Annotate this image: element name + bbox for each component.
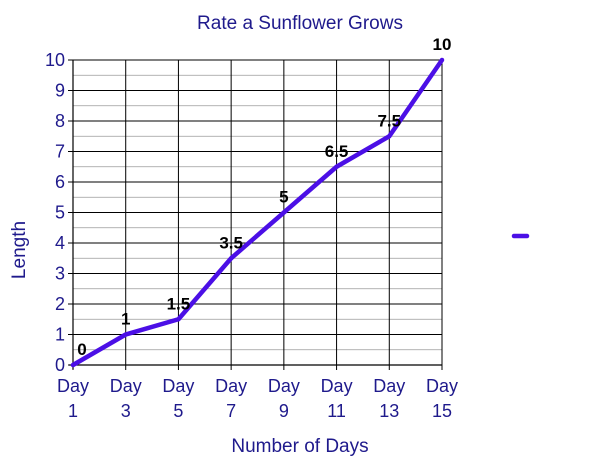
- y-axis-label: Length: [9, 221, 30, 279]
- axes: [68, 59, 443, 370]
- y-tick-label: 5: [55, 203, 65, 223]
- x-tick-labels: Day 1 Day 3 Day 5 Day 7 Day 9 Day 11 Day 13 Day 15: [57, 376, 458, 421]
- x-tick-label: Day 3: [110, 376, 142, 421]
- data-point: [71, 363, 75, 367]
- x-tick-label: Day 1: [57, 376, 89, 421]
- y-tick-label: 1: [55, 325, 65, 345]
- y-tick-label: 9: [55, 81, 65, 101]
- data-label: 6.5: [325, 142, 349, 161]
- data-label: 1: [121, 310, 130, 329]
- minor-gridlines: [73, 74, 442, 351]
- data-label: 1.5: [167, 294, 191, 313]
- data-label: 0: [77, 340, 86, 359]
- x-tick-label: Day 9: [268, 376, 300, 421]
- x-tick-label: Day 13: [373, 376, 405, 421]
- data-point: [176, 317, 181, 322]
- y-tick-labels: 0 1 2 3 4 5 6 7 8 9 10: [45, 50, 65, 375]
- data-point: [229, 256, 234, 261]
- chart-title: Rate a Sunflower Grows: [197, 13, 403, 34]
- x-tick-label: Day 15: [426, 376, 458, 421]
- y-tick-label: 8: [55, 111, 65, 131]
- data-point: [281, 210, 286, 215]
- x-axis-label: Number of Days: [231, 436, 368, 457]
- y-tick-label: 3: [55, 264, 65, 284]
- data-point: [334, 164, 339, 169]
- series-line: [70, 57, 445, 368]
- y-tick-label: 7: [55, 142, 65, 162]
- data-label: 3.5: [219, 233, 243, 252]
- x-tick-label: Day 7: [215, 376, 247, 421]
- data-labels: 0 1 1.5 3.5 5 6.5 7.5 10: [77, 35, 451, 359]
- y-tick-label: 4: [55, 233, 65, 253]
- y-tick-label: 6: [55, 172, 65, 192]
- y-tick-label: 2: [55, 294, 65, 314]
- y-tick-label: 0: [55, 355, 65, 375]
- y-tick-label: 10: [45, 50, 65, 70]
- data-point: [440, 58, 444, 62]
- data-label: 5: [279, 188, 288, 207]
- data-label: 7.5: [377, 111, 401, 130]
- data-label: 10: [433, 35, 452, 54]
- x-tick-label: Day 5: [162, 376, 194, 421]
- x-tick-label: Day 11: [321, 376, 353, 421]
- data-point: [123, 332, 128, 337]
- series-group: [70, 57, 445, 368]
- data-point: [387, 134, 392, 139]
